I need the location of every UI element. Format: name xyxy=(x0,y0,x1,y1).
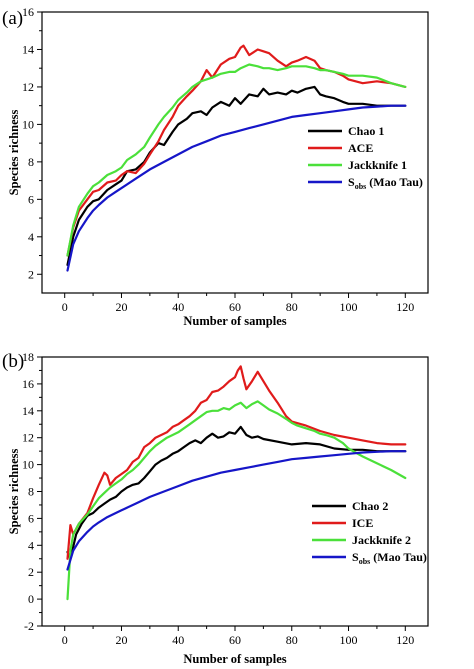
chart-panel-a: (a) 0 20 40 60 80 100 120 2 4 6 8 10 12 14 16 Number of … xyxy=(2,5,429,328)
y-tick-label-b-2: 2 xyxy=(28,565,34,579)
x-tick-label-a-80: 80 xyxy=(286,300,298,314)
y-tick-label-a-10: 10 xyxy=(22,117,34,131)
y-tick-label-a-16: 16 xyxy=(22,5,34,19)
legend-label-a-ace: ACE xyxy=(348,141,373,155)
y-tick-label-b-12: 12 xyxy=(22,431,34,445)
x-tick-label-b-100: 100 xyxy=(340,633,358,647)
chart-panel-b: (b) 0 20 40 60 80 100 120 -2 0 2 4 6 8 10 12 14 16 18 Numbe… xyxy=(2,350,429,666)
x-tick-label-b-40: 40 xyxy=(172,633,184,647)
y-tick-label-b-4: 4 xyxy=(28,538,34,552)
x-axis-title-b: Number of samples xyxy=(183,652,286,666)
series-line-b-ice xyxy=(66,365,407,560)
x-axis-title-a: Number of samples xyxy=(183,314,286,328)
panel-label-a: (a) xyxy=(2,8,23,29)
series-line-b-chao-2 xyxy=(66,425,407,560)
x-tick-label-b-20: 20 xyxy=(115,633,127,647)
y-tick-label-b-16: 16 xyxy=(22,377,34,391)
y-tick-label-b--2: -2 xyxy=(24,619,34,633)
y-tick-label-b-0: 0 xyxy=(28,592,34,606)
x-tick-label-b-80: 80 xyxy=(286,633,298,647)
panel-label-b: (b) xyxy=(2,351,24,372)
x-tick-label-b-60: 60 xyxy=(229,633,241,647)
x-tick-label-b-0: 0 xyxy=(62,633,68,647)
x-tick-label-a-100: 100 xyxy=(340,300,358,314)
x-tick-label-b-120: 120 xyxy=(396,633,414,647)
y-tick-label-a-2: 2 xyxy=(28,267,34,281)
y-tick-label-b-14: 14 xyxy=(22,404,34,418)
y-tick-label-a-12: 12 xyxy=(22,80,34,94)
x-tick-label-a-120: 120 xyxy=(396,300,414,314)
series-line-b-sobs-mao-tau xyxy=(66,450,407,571)
y-tick-label-a-4: 4 xyxy=(28,230,34,244)
y-tick-label-a-6: 6 xyxy=(28,192,34,206)
y-axis-title-b: Species richness xyxy=(7,448,21,534)
legend-label-a-chao-1: Chao 1 xyxy=(348,124,384,138)
y-tick-label-a-8: 8 xyxy=(28,155,34,169)
legend-label-a-sobs-mao-tau: Sobs (Mao Tau) xyxy=(348,175,423,191)
y-axis-title-a: Species richness xyxy=(7,109,21,195)
series-line-a-chao-1 xyxy=(66,85,407,266)
legend-label-b-chao-2: Chao 2 xyxy=(352,499,388,513)
x-tick-label-a-60: 60 xyxy=(229,300,241,314)
x-tick-label-a-0: 0 xyxy=(62,300,68,314)
legend-label-b-sobs-mao-tau: Sobs (Mao Tau) xyxy=(352,550,427,566)
y-tick-label-b-18: 18 xyxy=(22,350,34,364)
legend-label-b-ice: ICE xyxy=(352,516,373,530)
series-line-a-sobs-mao-tau xyxy=(66,104,407,272)
y-tick-label-b-8: 8 xyxy=(28,485,34,499)
y-tick-label-b-10: 10 xyxy=(22,458,34,472)
legend-label-b-jackknife-2: Jackknife 2 xyxy=(352,533,411,547)
x-tick-label-a-20: 20 xyxy=(115,300,127,314)
y-tick-label-b-6: 6 xyxy=(28,511,34,525)
series-line-b-jackknife-2 xyxy=(66,400,407,601)
plot-frame-b xyxy=(41,356,429,627)
y-tick-label-a-14: 14 xyxy=(22,42,34,56)
legend-label-a-jackknife-1: Jackknife 1 xyxy=(348,158,407,172)
x-tick-label-a-40: 40 xyxy=(172,300,184,314)
series-line-a-jackknife-1 xyxy=(66,63,407,257)
